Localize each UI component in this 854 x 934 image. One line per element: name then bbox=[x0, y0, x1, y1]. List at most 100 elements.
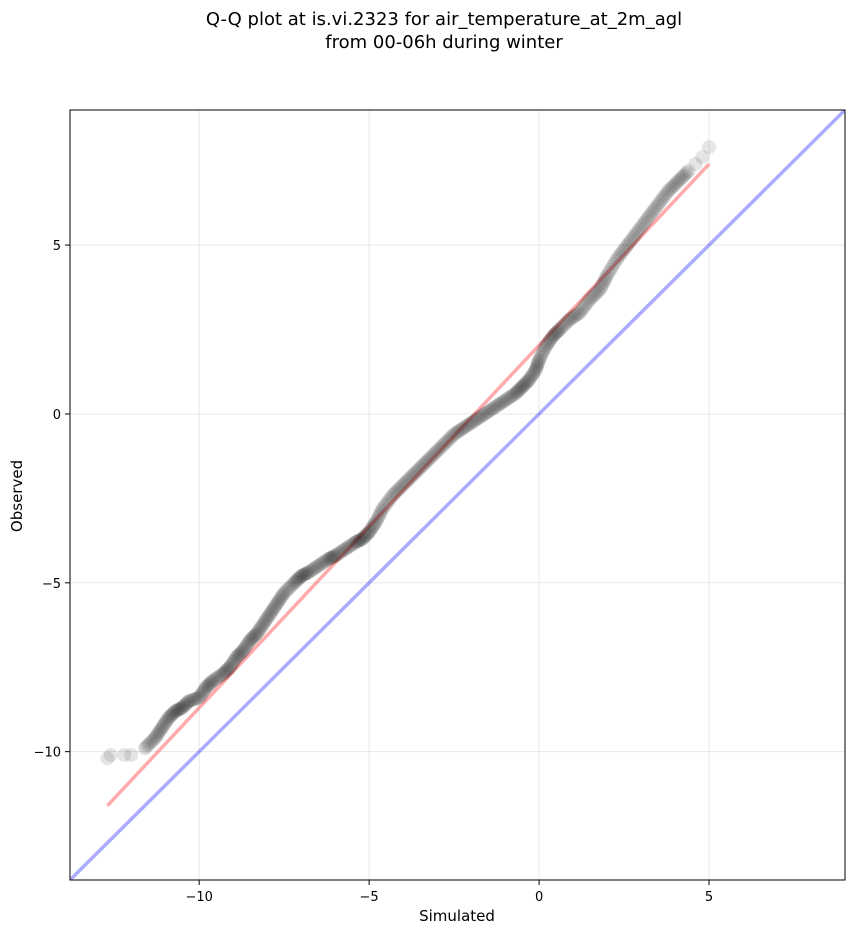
quantile-point bbox=[392, 481, 407, 496]
quantile-point bbox=[489, 399, 504, 414]
quantile-point bbox=[236, 643, 251, 658]
quantile-point bbox=[366, 518, 381, 533]
quantile-point bbox=[460, 418, 475, 433]
quantile-point bbox=[260, 611, 275, 626]
quantile-point bbox=[571, 306, 586, 321]
quantile-point bbox=[185, 692, 200, 707]
quantile-point bbox=[230, 648, 245, 663]
quantile-point bbox=[702, 140, 717, 155]
quantile-point bbox=[515, 379, 530, 394]
quantile-point bbox=[168, 704, 183, 719]
quantile-point bbox=[504, 388, 519, 403]
quantile-point bbox=[226, 655, 241, 670]
quantile-point bbox=[255, 618, 270, 633]
quantile-point bbox=[492, 396, 507, 411]
quantile-point bbox=[287, 575, 302, 590]
quantile-point bbox=[494, 395, 509, 410]
quantile-point bbox=[516, 378, 531, 393]
quantile-point bbox=[552, 322, 567, 337]
quantile-point bbox=[291, 571, 306, 586]
quantile-point bbox=[647, 202, 662, 217]
quantile-point bbox=[559, 315, 574, 330]
quantile-point bbox=[491, 397, 506, 412]
quantile-point bbox=[354, 532, 369, 547]
quantile-point bbox=[157, 717, 172, 732]
quantile-point bbox=[166, 706, 181, 721]
identity-line bbox=[70, 110, 845, 880]
quantile-point bbox=[180, 695, 195, 710]
quantile-point bbox=[467, 413, 482, 428]
quantile-point bbox=[175, 700, 190, 715]
quantile-point bbox=[154, 721, 169, 736]
y-tick-label: −10 bbox=[34, 746, 61, 761]
quantile-point bbox=[411, 462, 426, 477]
quantile-point bbox=[231, 647, 246, 662]
quantile-point bbox=[277, 585, 292, 600]
plot-area bbox=[69, 109, 846, 881]
quantile-point bbox=[671, 173, 686, 188]
quantile-point bbox=[628, 226, 643, 241]
quantile-point bbox=[306, 562, 321, 577]
quantile-point bbox=[196, 683, 211, 698]
quantile-point bbox=[662, 182, 677, 197]
quantile-point bbox=[341, 539, 356, 554]
x-axis: −10 −5 0 5 bbox=[185, 880, 713, 905]
quantile-point bbox=[170, 703, 185, 718]
quantile-point bbox=[338, 542, 353, 557]
quantile-point bbox=[526, 366, 541, 381]
quantile-point bbox=[283, 579, 298, 594]
y-axis: −10 −5 0 5 bbox=[34, 239, 70, 761]
quantile-point bbox=[498, 393, 513, 408]
quantile-point bbox=[302, 564, 317, 579]
quantile-point bbox=[475, 408, 490, 423]
quantile-point bbox=[331, 546, 346, 561]
quantile-point bbox=[635, 217, 650, 232]
quantile-point bbox=[298, 566, 313, 581]
quantile-point bbox=[256, 616, 271, 631]
x-tick-label: −5 bbox=[360, 890, 379, 905]
quantile-point bbox=[523, 371, 538, 386]
quantile-point bbox=[450, 424, 465, 439]
quantile-point bbox=[465, 414, 480, 429]
quantile-point bbox=[282, 580, 297, 595]
quantile-point bbox=[297, 567, 312, 582]
x-tick-label: 0 bbox=[535, 890, 543, 905]
chart-title-line-1: Q-Q plot at is.vi.2323 for air_temperatu… bbox=[206, 9, 682, 30]
quantile-point bbox=[387, 486, 402, 501]
quantile-point bbox=[103, 748, 118, 763]
quantile-point bbox=[124, 748, 139, 763]
quantile-point bbox=[610, 251, 625, 266]
quantile-point bbox=[678, 167, 693, 182]
quantile-point bbox=[379, 497, 394, 512]
quantile-point bbox=[695, 150, 710, 165]
quantile-point bbox=[401, 472, 416, 487]
quantile-point bbox=[285, 577, 300, 592]
quantile-point bbox=[271, 594, 286, 609]
quantile-point bbox=[248, 627, 263, 642]
quantile-point bbox=[311, 558, 326, 573]
quantile-point bbox=[664, 180, 679, 195]
quantile-point bbox=[654, 193, 669, 208]
quantile-point bbox=[538, 339, 553, 354]
quantile-point bbox=[372, 508, 387, 523]
quantile-point bbox=[445, 428, 460, 443]
quantile-point bbox=[139, 739, 154, 754]
quantile-point bbox=[245, 630, 260, 645]
quantile-point bbox=[328, 548, 343, 563]
quantile-point bbox=[581, 294, 596, 309]
quantile-point bbox=[100, 751, 115, 766]
quantile-point bbox=[299, 566, 314, 581]
quantile-point bbox=[371, 510, 386, 525]
quantile-point bbox=[176, 699, 191, 714]
quantile-point bbox=[321, 552, 336, 567]
quantile-point bbox=[442, 432, 457, 447]
quantile-point bbox=[431, 442, 446, 457]
quantile-point bbox=[588, 287, 603, 302]
quantile-point bbox=[172, 701, 187, 716]
quantile-point bbox=[569, 307, 584, 322]
quantile-point bbox=[178, 697, 193, 712]
quantile-point bbox=[574, 303, 589, 318]
quantile-point bbox=[606, 257, 621, 272]
quantile-point bbox=[622, 235, 637, 250]
